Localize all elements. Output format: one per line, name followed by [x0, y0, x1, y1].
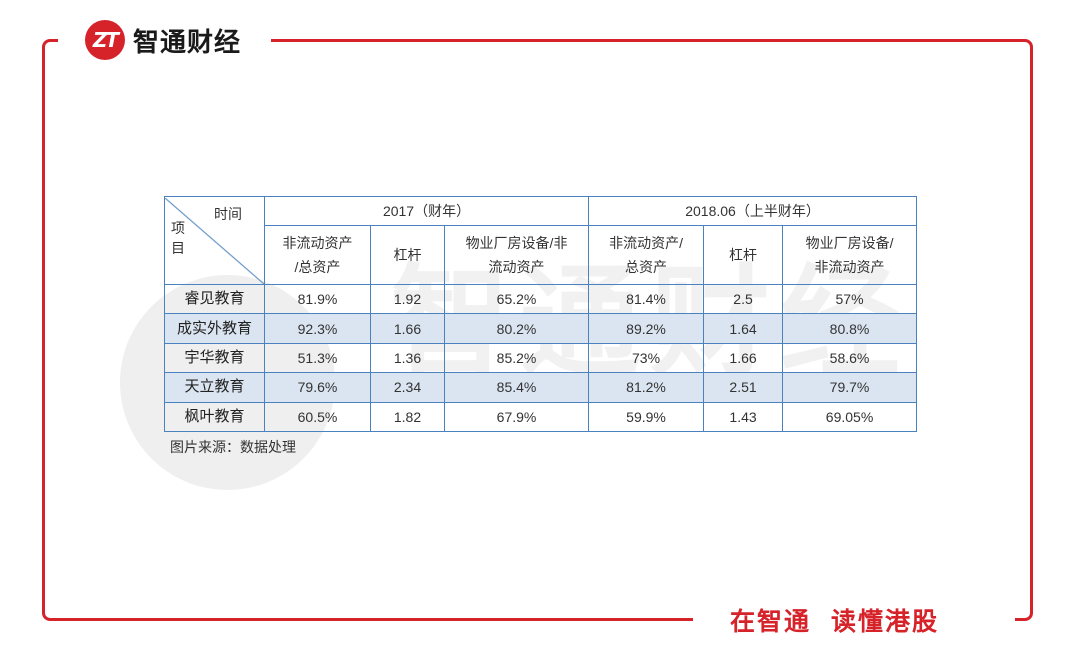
slogan-part-1: 在智通 — [730, 607, 812, 636]
table-cell: 73% — [588, 342, 705, 374]
table-cell: 1.64 — [703, 313, 784, 344]
metric-header-line: 杠杆 — [393, 247, 422, 263]
frame-gap-bottom — [693, 608, 1015, 634]
table-cell: 81.2% — [588, 372, 705, 403]
table-row: 睿见教育 81.9% 1.92 65.2% 81.4% 2.5 57% — [164, 283, 918, 315]
metric-header: 非流动资产/总资产 — [588, 225, 705, 285]
table-cell: 2.34 — [370, 372, 445, 403]
table-cell: 79.7% — [782, 372, 918, 403]
brand: ZT 智通财经 — [85, 20, 241, 60]
row-name: 成实外教育 — [164, 313, 265, 344]
table-row: 宇华教育 51.3% 1.36 85.2% 73% 1.66 58.6% — [164, 342, 918, 374]
table-cell: 59.9% — [588, 401, 705, 433]
table-cell: 58.6% — [782, 342, 918, 374]
table-cell: 81.9% — [264, 283, 371, 315]
table-cell: 51.3% — [264, 342, 371, 374]
brand-logo-icon: ZT — [85, 20, 125, 60]
metric-header: 杠杆 — [370, 225, 445, 285]
metric-header-line: 非流动资产 — [814, 259, 885, 275]
table-cell: 2.5 — [703, 283, 784, 315]
metric-header: 物业厂房设备/非流动资产 — [443, 225, 590, 285]
metric-header: 杠杆 — [703, 225, 784, 285]
corner-cell: 时间 项目 — [164, 196, 265, 285]
table-cell: 1.92 — [370, 283, 445, 315]
table-cell: 1.43 — [703, 401, 784, 433]
metric-header-line: 非流动资产/ — [609, 235, 683, 251]
metric-header-line: 杠杆 — [729, 247, 758, 263]
metric-header-line: 非流动资产 — [282, 235, 353, 251]
metric-header: 物业厂房设备/非流动资产 — [782, 225, 918, 285]
period-header-2017: 2017（财年） — [263, 196, 590, 226]
table-cell: 79.6% — [264, 372, 371, 403]
metric-header-line: /总资产 — [294, 259, 341, 275]
table-cell: 60.5% — [264, 401, 371, 433]
table-cell: 57% — [782, 283, 918, 315]
row-name: 睿见教育 — [164, 283, 265, 315]
slogan-part-2: 读懂港股 — [831, 607, 940, 636]
table-cell: 67.9% — [443, 401, 590, 433]
table-cell: 89.2% — [588, 313, 705, 344]
metric-header-line: 项目 — [171, 219, 185, 256]
red-frame — [42, 39, 1033, 621]
data-table: 时间 项目 2017（财年） 2018.06（上半财年） 非流动资产/总资产 杠… — [164, 196, 918, 433]
table-row: 成实外教育 92.3% 1.66 80.2% 89.2% 1.64 80.8% — [164, 313, 918, 344]
table-cell: 80.2% — [443, 313, 590, 344]
metric-header-line: 物业厂房设备/非 — [465, 235, 568, 251]
row-name: 枫叶教育 — [164, 401, 265, 433]
table-row: 枫叶教育 60.5% 1.82 67.9% 59.9% 1.43 69.05% — [164, 401, 918, 433]
table-cell: 1.82 — [370, 401, 445, 433]
table-cell: 2.51 — [703, 372, 784, 403]
row-name: 天立教育 — [164, 372, 265, 403]
metric-header-line: 物业厂房设备/ — [805, 235, 894, 251]
table-cell: 85.2% — [443, 342, 590, 374]
source-caption: 图片来源：数据处理 — [170, 440, 296, 456]
metric-header-line: 总资产 — [625, 259, 668, 275]
table-cell: 1.36 — [370, 342, 445, 374]
table-cell: 65.2% — [443, 283, 590, 315]
metric-header-line: 时间 — [214, 205, 242, 222]
metric-header: 非流动资产/总资产 — [264, 225, 371, 285]
table-cell: 92.3% — [264, 313, 371, 344]
brand-name: 智通财经 — [133, 27, 242, 58]
table-cell: 85.4% — [443, 372, 590, 403]
row-name: 宇华教育 — [164, 342, 265, 374]
table-cell: 81.4% — [588, 283, 705, 315]
table-cell: 80.8% — [782, 313, 918, 344]
metric-header-line: 流动资产 — [488, 259, 545, 275]
table-cell: 1.66 — [370, 313, 445, 344]
table-cell: 1.66 — [703, 342, 784, 374]
table-row: 天立教育 79.6% 2.34 85.4% 81.2% 2.51 79.7% — [164, 372, 918, 403]
slogan: 在智通 读懂港股 — [730, 604, 990, 636]
table-cell: 69.05% — [782, 401, 918, 433]
period-header-2018: 2018.06（上半财年） — [588, 196, 918, 226]
